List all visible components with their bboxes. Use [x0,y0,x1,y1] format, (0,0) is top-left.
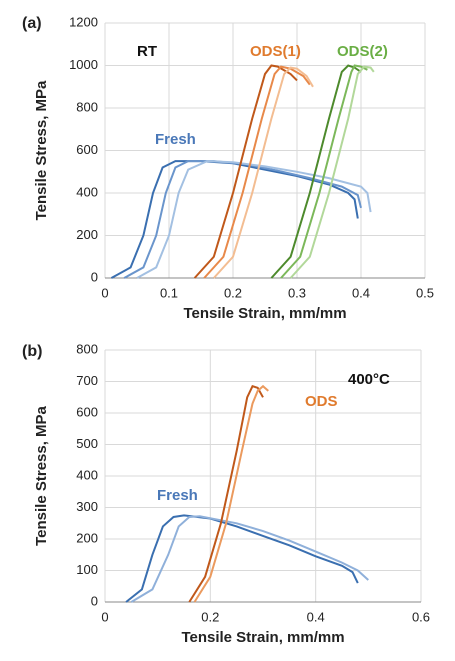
curve [289,65,375,279]
x-tick-label: 0 [101,609,108,624]
curve [213,66,314,279]
x-tick-label: 0.4 [307,609,325,624]
y-tick-label: 500 [76,436,98,451]
curve [130,515,369,603]
x-tick-label: 0.5 [416,285,434,300]
x-tick-label: 0 [101,285,108,300]
annotation: RT [137,43,157,60]
y-tick-label: 600 [76,142,98,157]
y-tick-label: 700 [76,373,98,388]
panel-label: (a) [22,15,42,32]
y-tick-label: 600 [76,404,98,419]
x-tick-label: 0.6 [412,609,430,624]
y-tick-label: 200 [76,530,98,545]
y-tick-label: 400 [76,467,98,482]
y-axis-title: Tensile Stress, MPa [33,405,50,545]
x-tick-label: 0.4 [352,285,370,300]
y-tick-label: 100 [76,562,98,577]
y-tick-label: 400 [76,184,98,199]
annotation: Fresh [155,131,196,148]
curve [188,384,264,603]
x-tick-label: 0.1 [160,285,178,300]
y-axis-title: Tensile Stress, MPa [33,80,50,220]
x-tick-label: 0.2 [201,609,219,624]
y-tick-label: 0 [91,269,98,284]
annotation: ODS(1) [250,43,301,60]
y-tick-label: 800 [76,99,98,114]
curve [193,384,269,603]
x-axis-title: Tensile Strain, mm/mm [181,629,344,646]
x-axis-title: Tensile Strain, mm/mm [183,305,346,322]
y-tick-label: 300 [76,499,98,514]
y-tick-label: 1000 [69,57,98,72]
curve [136,160,372,279]
curve [125,514,359,603]
y-tick-label: 0 [91,593,98,608]
x-tick-label: 0.2 [224,285,242,300]
panel-label: (b) [22,343,42,360]
annotation: 400°C [348,371,390,388]
y-tick-label: 1200 [69,14,98,29]
annotation: ODS(2) [337,43,388,60]
curve [203,65,311,279]
y-tick-label: 200 [76,227,98,242]
x-tick-label: 0.3 [288,285,306,300]
curve [280,64,368,279]
annotation: ODS [305,393,338,410]
annotation: Fresh [157,487,198,504]
y-tick-label: 800 [76,341,98,356]
